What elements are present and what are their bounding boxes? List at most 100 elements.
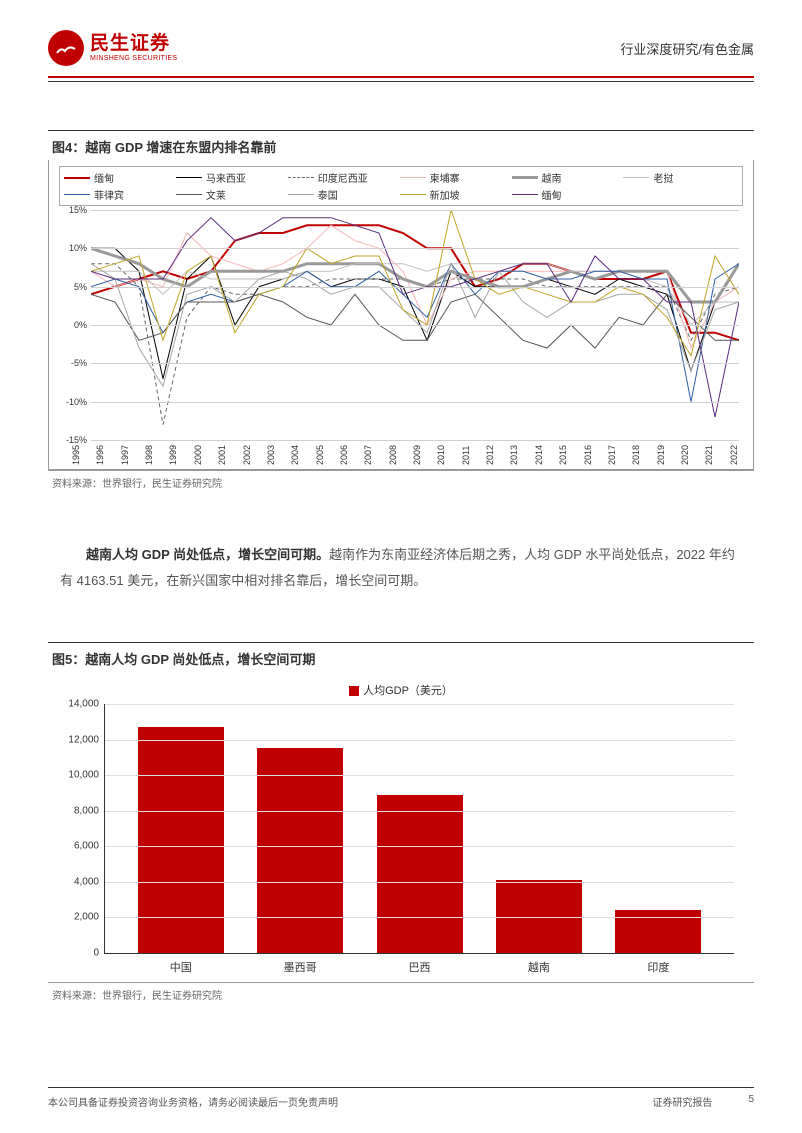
body-paragraph: 越南人均 GDP 尚处低点，增长空间可期。越南作为东南亚经济体后期之秀，人均 G… [60, 542, 742, 594]
legend-item: 老挝 [623, 169, 735, 186]
legend-item: 越南 [512, 169, 624, 186]
y-axis-label: -5% [57, 358, 87, 368]
y-axis-label: 0% [57, 320, 87, 330]
bar-slot: 越南 [479, 704, 598, 953]
x-axis-label: 越南 [528, 959, 550, 975]
figure5-plot-area: 中国墨西哥巴西越南印度 02,0004,0006,0008,00010,0001… [104, 704, 734, 954]
legend-item: 菲律宾 [64, 186, 176, 203]
figure5-legend-label: 人均GDP（美元） [363, 685, 453, 697]
legend-label: 菲律宾 [94, 187, 124, 202]
y-axis-label: -10% [57, 397, 87, 407]
y-axis-label: 0 [55, 948, 99, 959]
legend-label: 泰国 [318, 187, 338, 202]
grid-line [91, 287, 739, 288]
legend-swatch [400, 177, 426, 178]
x-axis-label: 印度 [647, 959, 669, 975]
legend-swatch [512, 176, 538, 179]
legend-item: 泰国 [288, 186, 400, 203]
logo: 民生证券 MINSHENG SECURITIES [48, 30, 177, 66]
bar [257, 748, 343, 953]
figure4-legend: 缅甸 马来西亚 印度尼西亚 柬埔寨 越南 老挝菲律宾 文莱 泰国 新加坡 缅甸 [59, 166, 743, 206]
y-axis-label: 2,000 [55, 912, 99, 923]
legend-item: 柬埔寨 [400, 169, 512, 186]
x-axis-label: 墨西哥 [284, 959, 317, 975]
bar [138, 727, 224, 953]
figure4-plot-area: -15%-10%-5%0%5%10%15% [91, 210, 739, 440]
y-axis-label: 8,000 [55, 805, 99, 816]
grid-line [105, 917, 734, 918]
bar [377, 795, 463, 953]
y-axis-label: 12,000 [55, 734, 99, 745]
footer-left: 本公司具备证券投资咨询业务资格，请务必阅读最后一页免责声明 [48, 1094, 338, 1109]
figure4-title: 图4：越南 GDP 增速在东盟内排名靠前 [48, 130, 754, 160]
legend-swatch [176, 194, 202, 195]
bar-slot: 中国 [121, 704, 240, 953]
y-axis-label: 10% [57, 243, 87, 253]
figure5-source: 资料来源：世界银行，民生证券研究院 [48, 982, 754, 1006]
logo-en: MINSHENG SECURITIES [90, 55, 177, 63]
legend-swatch [64, 177, 90, 179]
grid-line [91, 248, 739, 249]
legend-swatch [288, 177, 314, 178]
x-axis-label: 中国 [170, 959, 192, 975]
grid-line [105, 704, 734, 705]
grid-line [105, 740, 734, 741]
legend-item: 新加坡 [400, 186, 512, 203]
legend-item: 缅甸 [512, 186, 624, 203]
bar-slot: 印度 [599, 704, 718, 953]
y-axis-label: 5% [57, 282, 87, 292]
footer-report-label: 证券研究报告 [652, 1094, 712, 1109]
grid-line [105, 846, 734, 847]
legend-label: 越南 [542, 170, 562, 185]
grid-line [105, 882, 734, 883]
figure5-legend: 人均GDP（美元） [58, 682, 744, 698]
legend-label: 柬埔寨 [430, 170, 460, 185]
figure4-x-axis: 1995199619971998199920002001200220032004… [81, 431, 749, 461]
legend-item: 马来西亚 [176, 169, 288, 186]
y-axis-label: 6,000 [55, 841, 99, 852]
legend-swatch [288, 194, 314, 195]
footer-page-number: 5 [748, 1094, 754, 1109]
grid-line [105, 775, 734, 776]
legend-label: 文莱 [206, 187, 226, 202]
legend-swatch [349, 686, 359, 696]
legend-swatch [64, 194, 90, 195]
para-lead: 越南人均 GDP 尚处低点，增长空间可期。 [86, 547, 329, 562]
y-axis-label: 10,000 [55, 770, 99, 781]
logo-cn: 民生证券 [90, 34, 177, 55]
grid-line [91, 210, 739, 211]
page-footer: 本公司具备证券投资咨询业务资格，请务必阅读最后一页免责声明 证券研究报告 5 [48, 1087, 754, 1109]
figure4-chart: 缅甸 马来西亚 印度尼西亚 柬埔寨 越南 老挝菲律宾 文莱 泰国 新加坡 缅甸 -15%-10%-… [48, 160, 754, 470]
legend-label: 印度尼西亚 [318, 170, 368, 185]
legend-swatch [512, 194, 538, 195]
grid-line [91, 402, 739, 403]
figure4-source: 资料来源：世界银行，民生证券研究院 [48, 470, 754, 494]
legend-item: 文莱 [176, 186, 288, 203]
x-axis-label: 2022 [729, 455, 759, 465]
breadcrumb: 行业深度研究/有色金属 [620, 39, 754, 58]
figure5-chart: 人均GDP（美元） 中国墨西哥巴西越南印度 02,0004,0006,0008,… [48, 672, 754, 982]
bar-slot: 墨西哥 [240, 704, 359, 953]
legend-label: 缅甸 [542, 187, 562, 202]
grid-line [91, 363, 739, 364]
x-axis-label: 巴西 [409, 959, 431, 975]
legend-label: 老挝 [653, 170, 673, 185]
y-axis-label: 14,000 [55, 699, 99, 710]
header-divider [48, 81, 754, 82]
legend-label: 马来西亚 [206, 170, 246, 185]
y-axis-label: 4,000 [55, 876, 99, 887]
figure5-bars: 中国墨西哥巴西越南印度 [105, 704, 734, 953]
legend-swatch [623, 177, 649, 178]
legend-label: 缅甸 [94, 170, 114, 185]
legend-swatch [400, 194, 426, 195]
logo-icon [48, 30, 84, 66]
legend-item: 缅甸 [64, 169, 176, 186]
bar-slot: 巴西 [360, 704, 479, 953]
logo-text: 民生证券 MINSHENG SECURITIES [90, 34, 177, 63]
legend-label: 新加坡 [430, 187, 460, 202]
legend-swatch [176, 177, 202, 178]
legend-item: 印度尼西亚 [288, 169, 400, 186]
grid-line [91, 325, 739, 326]
y-axis-label: 15% [57, 205, 87, 215]
figure5-title: 图5：越南人均 GDP 尚处低点，增长空间可期 [48, 642, 754, 672]
